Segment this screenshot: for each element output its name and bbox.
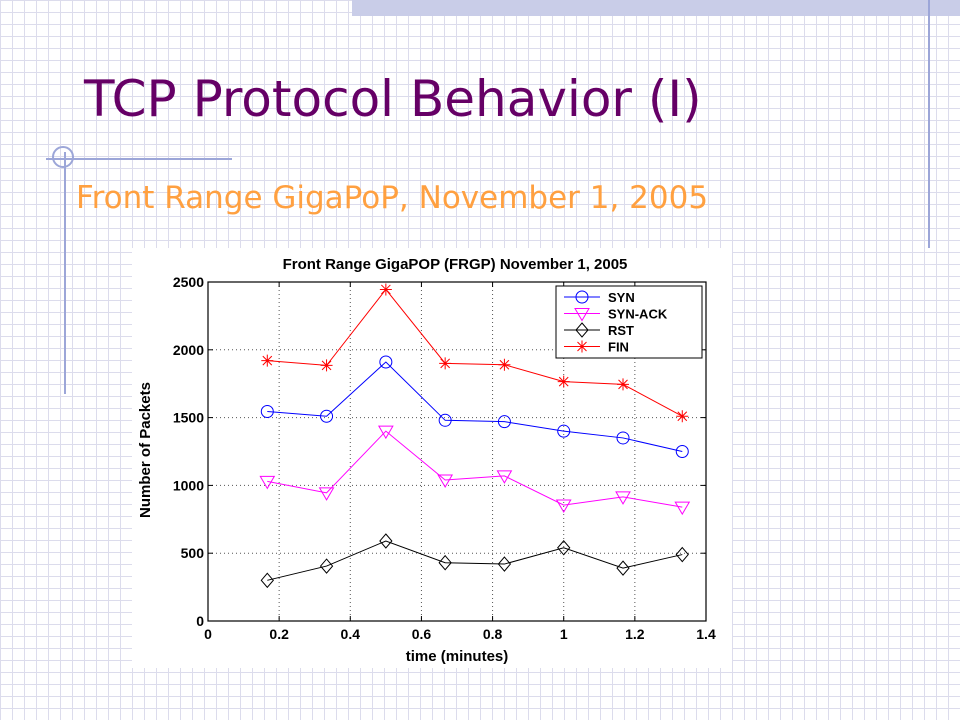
data-point bbox=[576, 340, 588, 353]
data-point bbox=[379, 533, 393, 549]
plot-area bbox=[207, 281, 707, 622]
series-syn-ack bbox=[259, 425, 691, 516]
series-fin bbox=[261, 283, 689, 423]
data-point bbox=[557, 424, 571, 438]
data-point bbox=[379, 283, 392, 296]
slide-title: TCP Protocol Behavior (I) bbox=[84, 70, 702, 128]
data-point bbox=[261, 354, 274, 367]
data-point bbox=[574, 308, 590, 322]
data-point bbox=[617, 378, 630, 391]
data-point bbox=[496, 470, 513, 484]
data-point bbox=[498, 358, 511, 371]
chart-title: Front Range GigaPOP (FRGP) November 1, 2… bbox=[283, 256, 628, 273]
y-tick-label: 500 bbox=[181, 545, 205, 561]
series-line bbox=[267, 361, 683, 452]
data-point bbox=[259, 475, 276, 490]
y-axis-label: Number of Packets bbox=[137, 382, 154, 518]
legend-label: SYN bbox=[608, 290, 635, 305]
data-point bbox=[497, 415, 511, 429]
chart-container: Front Range GigaPOP (FRGP) November 1, 2… bbox=[132, 248, 732, 668]
title-rule bbox=[46, 158, 232, 160]
series-rst bbox=[260, 533, 689, 589]
data-point bbox=[555, 499, 572, 514]
slide-subtitle: Front Range GigaPoP, November 1, 2005 bbox=[76, 180, 709, 216]
data-point bbox=[260, 572, 274, 589]
data-point bbox=[260, 404, 274, 418]
x-tick-label: 1.4 bbox=[696, 626, 716, 642]
data-point bbox=[675, 546, 689, 563]
data-point bbox=[377, 425, 394, 440]
data-point bbox=[319, 558, 334, 574]
x-tick-label: 0.2 bbox=[269, 626, 289, 642]
y-tick-label: 2500 bbox=[173, 274, 204, 290]
line-chart: Front Range GigaPOP (FRGP) November 1, 2… bbox=[137, 256, 716, 665]
data-point bbox=[439, 357, 452, 370]
data-point bbox=[675, 445, 689, 458]
left-decor-line bbox=[64, 152, 66, 394]
series-line bbox=[267, 540, 683, 581]
right-decor-line bbox=[928, 0, 930, 248]
data-point bbox=[575, 322, 589, 338]
data-point bbox=[557, 375, 570, 388]
legend-label: FIN bbox=[608, 340, 629, 355]
data-point bbox=[616, 431, 630, 445]
data-point bbox=[438, 413, 452, 427]
x-axis-label: time (minutes) bbox=[406, 648, 509, 665]
y-tick-label: 1500 bbox=[173, 410, 204, 426]
data-point bbox=[318, 487, 335, 501]
chart-series bbox=[259, 283, 691, 589]
decor-ring bbox=[52, 146, 74, 168]
x-tick-label: 1 bbox=[560, 626, 568, 642]
series-syn bbox=[260, 355, 689, 458]
top-decor-band bbox=[352, 0, 960, 16]
data-point bbox=[674, 501, 691, 516]
data-point bbox=[320, 359, 333, 372]
data-point bbox=[497, 556, 512, 572]
data-point bbox=[320, 409, 334, 423]
data-point bbox=[379, 355, 393, 369]
data-point bbox=[557, 540, 571, 556]
data-point bbox=[616, 560, 630, 576]
axis-ticks: 0 0.2 0.4 0.6 0.8 1 1.2 1.4 0 500 1000 1500 2000 2500 bbox=[173, 274, 716, 642]
y-tick-label: 0 bbox=[196, 613, 204, 629]
data-point bbox=[615, 491, 631, 505]
data-point bbox=[437, 474, 454, 488]
x-tick-label: 0.8 bbox=[483, 626, 503, 642]
x-tick-label: 0.6 bbox=[412, 626, 432, 642]
legend-label: SYN-ACK bbox=[608, 307, 668, 322]
data-point bbox=[676, 410, 689, 423]
series-line bbox=[267, 288, 683, 417]
x-tick-label: 1.2 bbox=[625, 626, 645, 642]
x-tick-label: 0 bbox=[204, 626, 212, 642]
data-point bbox=[438, 554, 452, 571]
data-point bbox=[575, 290, 589, 304]
legend-label: RST bbox=[608, 323, 634, 338]
y-tick-label: 1000 bbox=[173, 477, 204, 493]
x-tick-label: 0.4 bbox=[341, 626, 361, 642]
y-tick-label: 2000 bbox=[173, 342, 204, 358]
series-line bbox=[267, 430, 683, 508]
